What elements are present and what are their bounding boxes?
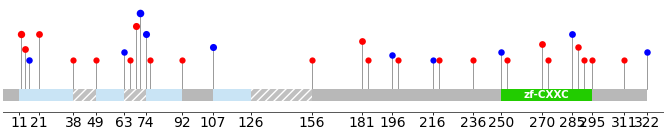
Bar	[19, 89, 73, 101]
Point	[387, 54, 398, 56]
Point	[567, 33, 577, 35]
Point	[135, 12, 145, 14]
Point	[587, 59, 597, 61]
Point	[434, 59, 444, 61]
Bar	[73, 89, 96, 101]
Point	[125, 59, 135, 61]
Bar	[501, 89, 592, 101]
Point	[34, 33, 45, 35]
Point	[91, 59, 101, 61]
Point	[119, 51, 129, 53]
Point	[145, 59, 155, 61]
Point	[496, 51, 507, 53]
Point	[641, 51, 652, 53]
Point	[619, 59, 630, 61]
Point	[207, 46, 218, 48]
Point	[468, 59, 478, 61]
Point	[68, 59, 79, 61]
Point	[131, 25, 141, 27]
Point	[542, 59, 553, 61]
Bar	[0, 89, 647, 101]
Point	[177, 59, 188, 61]
Bar	[251, 89, 312, 101]
Bar	[124, 89, 146, 101]
Point	[24, 59, 35, 61]
Bar	[96, 89, 124, 101]
Point	[502, 59, 513, 61]
Point	[428, 59, 438, 61]
Point	[141, 33, 151, 35]
Point	[363, 59, 374, 61]
Point	[393, 59, 404, 61]
Point	[536, 43, 547, 45]
Point	[573, 46, 583, 48]
Text: zf-CXXC: zf-CXXC	[523, 90, 569, 100]
Bar	[146, 89, 182, 101]
Bar	[212, 89, 251, 101]
Point	[357, 40, 368, 43]
Point	[306, 59, 317, 61]
Point	[579, 59, 589, 61]
Point	[15, 33, 26, 35]
Point	[20, 48, 31, 50]
